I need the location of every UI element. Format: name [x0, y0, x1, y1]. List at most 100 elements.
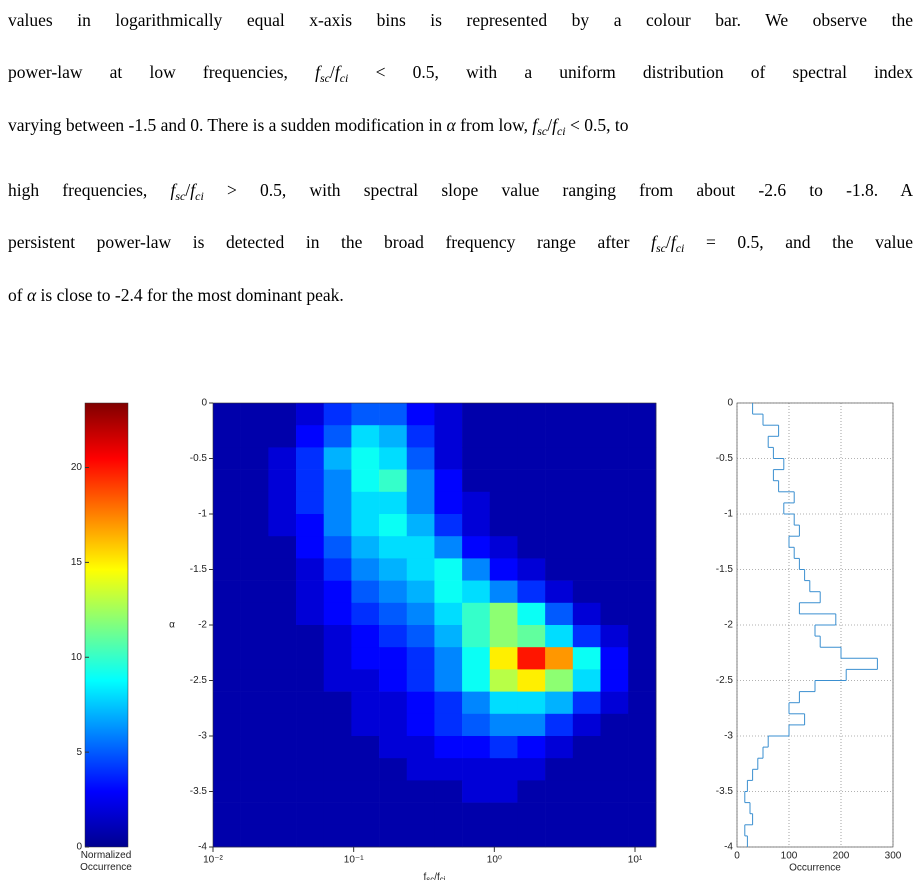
y-tick-label: -1	[724, 509, 733, 520]
heatmap-cell	[240, 780, 269, 803]
heatmap-cell	[462, 758, 491, 781]
heatmap-cell	[323, 536, 352, 559]
heatmap-cell	[628, 469, 657, 493]
heatmap-cell	[545, 491, 574, 515]
heatmap-cell	[406, 802, 435, 826]
heatmap-cell	[572, 447, 601, 470]
text-run: varying between -1.5 and 0. There is a s…	[8, 115, 447, 135]
heatmap-cell	[240, 669, 269, 692]
heatmap-cell	[406, 469, 435, 493]
y-tick-label: -0.5	[190, 453, 208, 464]
text-run: < 0.5, with a uniform distribution of sp…	[348, 62, 913, 82]
text-run: ci	[339, 71, 349, 84]
heatmap-cell	[517, 713, 546, 737]
heatmap-cell	[213, 824, 241, 848]
x-tick-label: 10⁻¹	[344, 855, 364, 866]
heatmap-cell	[462, 580, 491, 604]
heatmap-cell	[240, 691, 269, 715]
heatmap-cell	[462, 403, 491, 426]
x-tick-label: 200	[833, 851, 850, 862]
heatmap-cell	[628, 403, 657, 426]
heatmap-cell	[213, 447, 241, 470]
heatmap-cell	[517, 447, 546, 470]
heatmap-cell	[323, 514, 352, 537]
heatmap-cell	[406, 425, 435, 448]
heatmap-cell	[628, 558, 657, 581]
heatmap-cell	[296, 780, 325, 803]
heatmap-cell	[268, 403, 297, 426]
heatmap-cell	[434, 403, 463, 426]
heatmap-cell	[434, 824, 463, 848]
heatmap-cell	[628, 824, 657, 848]
heatmap-cell	[268, 647, 297, 670]
heatmap-cell	[489, 736, 518, 759]
heatmap-cell	[517, 514, 546, 537]
heatmap-cell	[434, 625, 463, 648]
heatmap-cell	[600, 514, 629, 537]
heatmap-cell	[628, 780, 657, 803]
y-tick-label: -3	[198, 731, 207, 742]
heatmap-cell	[240, 625, 269, 648]
colorbar-tick-label: 0	[76, 842, 82, 853]
heatmap-cell	[268, 580, 297, 604]
heatmap-cell	[489, 713, 518, 737]
heatmap-cell	[213, 536, 241, 559]
heatmap-cell	[379, 491, 408, 515]
heatmap-cell	[213, 669, 241, 692]
heatmap-cell	[240, 536, 269, 559]
heatmap-cell	[517, 691, 546, 715]
heatmap-cell	[600, 669, 629, 692]
heatmap-cell	[379, 558, 408, 581]
heatmap-cell	[489, 802, 518, 826]
heatmap-cell	[489, 425, 518, 448]
y-tick-label: -1	[198, 509, 207, 520]
heatmap-cell	[462, 780, 491, 803]
heatmap-cell	[572, 558, 601, 581]
heatmap-cell	[213, 780, 241, 803]
heatmap-cell	[351, 669, 380, 692]
heatmap-cell	[351, 647, 380, 670]
heatmap-cell	[323, 802, 352, 826]
heatmap-cell	[213, 736, 241, 759]
heatmap-cell	[213, 802, 241, 826]
heatmap-cell	[240, 758, 269, 781]
heatmap-cell	[434, 602, 463, 626]
heatmap-cell	[517, 802, 546, 826]
heatmap-cell	[351, 802, 380, 826]
heatmap-cell	[240, 713, 269, 737]
heatmap-cell	[489, 491, 518, 515]
heatmap-cell	[379, 625, 408, 648]
heatmap-cell	[351, 824, 380, 848]
heatmap-cell	[517, 736, 546, 759]
y-tick-label: -2	[198, 620, 207, 631]
text-run: ci	[675, 241, 685, 254]
heatmap-cell	[268, 514, 297, 537]
heatmap-cell	[240, 580, 269, 604]
heatmap-cell	[434, 691, 463, 715]
heatmap-cell	[462, 514, 491, 537]
heatmap-cell	[545, 780, 574, 803]
heatmap-cell	[296, 403, 325, 426]
text-run: power-law at low frequencies,	[8, 62, 316, 82]
text-run: = 0.5, and the value	[684, 232, 913, 252]
heatmap-cell	[351, 403, 380, 426]
heatmap-cell	[268, 713, 297, 737]
heatmap-cell	[323, 602, 352, 626]
heatmap-cell	[240, 447, 269, 470]
x-tick-label: 300	[885, 851, 902, 862]
heatmap-cell	[572, 536, 601, 559]
heatmap-cell	[517, 425, 546, 448]
heatmap-cell	[434, 514, 463, 537]
heatmap-cell	[379, 802, 408, 826]
heatmap-cell	[268, 691, 297, 715]
heatmap-cell	[323, 403, 352, 426]
heatmap-cell	[268, 558, 297, 581]
heatmap-cell	[628, 713, 657, 737]
text-run: sc	[175, 189, 186, 202]
heatmap-cell	[517, 669, 546, 692]
heatmap-cell	[406, 536, 435, 559]
text-run: f	[334, 62, 340, 82]
heatmap-cell	[545, 514, 574, 537]
x-axis-label-part: f	[423, 872, 426, 880]
heatmap-cell	[323, 691, 352, 715]
